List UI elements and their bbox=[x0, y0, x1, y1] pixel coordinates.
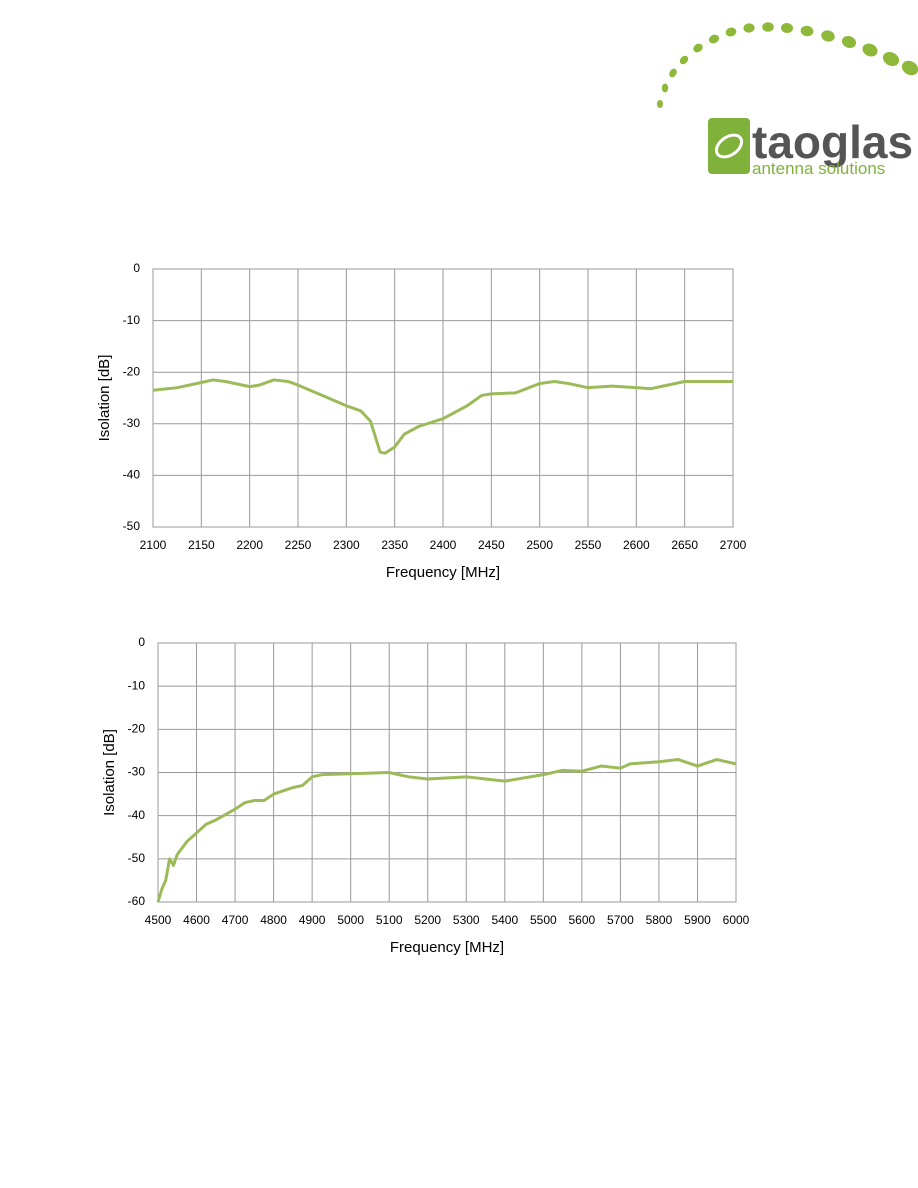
logo-dots bbox=[657, 22, 918, 108]
y-axis-label: Isolation [dB] bbox=[96, 355, 113, 442]
x-tick-label: 5100 bbox=[376, 913, 403, 927]
x-tick-label: 2400 bbox=[430, 538, 457, 552]
x-tick-label: 2100 bbox=[140, 538, 167, 552]
x-tick-label: 5500 bbox=[530, 913, 557, 927]
y-tick-label: -20 bbox=[128, 722, 146, 736]
y-tick-label: -30 bbox=[128, 765, 146, 779]
y-tick-label: -50 bbox=[128, 851, 146, 865]
y-tick-label: 0 bbox=[138, 635, 145, 649]
y-tick-label: 0 bbox=[133, 261, 140, 275]
y-tick-label: -50 bbox=[123, 519, 141, 533]
logo: taoglas antenna solutions bbox=[657, 22, 918, 178]
x-tick-label: 2600 bbox=[623, 538, 650, 552]
x-tick-label: 2150 bbox=[188, 538, 215, 552]
data-line bbox=[152, 378, 733, 455]
y-tick-label: -10 bbox=[128, 678, 146, 692]
x-tick-label: 2300 bbox=[333, 538, 360, 552]
x-tick-label: 2250 bbox=[285, 538, 312, 552]
y-tick-label: -20 bbox=[123, 364, 141, 378]
x-tick-label: 4800 bbox=[260, 913, 287, 927]
x-tick-label: 5000 bbox=[337, 913, 364, 927]
x-tick-label: 5900 bbox=[684, 913, 711, 927]
x-tick-label: 5800 bbox=[646, 913, 673, 927]
x-tick-label: 4600 bbox=[183, 913, 210, 927]
x-tick-label: 4500 bbox=[145, 913, 172, 927]
x-tick-label: 5600 bbox=[569, 913, 596, 927]
y-tick-label: -40 bbox=[128, 808, 146, 822]
x-tick-label: 2550 bbox=[575, 538, 602, 552]
y-tick-label: -30 bbox=[123, 416, 141, 430]
x-tick-label: 5200 bbox=[414, 913, 441, 927]
x-tick-label: 2200 bbox=[236, 538, 263, 552]
x-tick-label: 4900 bbox=[299, 913, 326, 927]
x-tick-label: 2450 bbox=[478, 538, 505, 552]
x-axis-label: Frequency [MHz] bbox=[390, 939, 504, 956]
y-tick-label: -40 bbox=[123, 468, 141, 482]
x-tick-label: 2650 bbox=[671, 538, 698, 552]
x-tick-label: 5700 bbox=[607, 913, 634, 927]
logo-mark bbox=[708, 118, 750, 174]
y-axis-label: Isolation [dB] bbox=[101, 729, 118, 816]
logo-name: taoglas bbox=[752, 116, 913, 168]
y-tick-label: -10 bbox=[123, 313, 141, 327]
x-axis-label: Frequency [MHz] bbox=[386, 564, 500, 581]
logo-tagline: antenna solutions bbox=[752, 159, 885, 178]
x-tick-label: 2700 bbox=[720, 538, 747, 552]
x-tick-label: 5300 bbox=[453, 913, 480, 927]
x-tick-label: 6000 bbox=[723, 913, 750, 927]
x-tick-label: 4700 bbox=[222, 913, 249, 927]
x-tick-label: 5400 bbox=[491, 913, 518, 927]
x-tick-label: 2500 bbox=[526, 538, 553, 552]
data-line bbox=[156, 758, 737, 903]
y-tick-label: -60 bbox=[128, 894, 146, 908]
logo-mark-symbol bbox=[714, 133, 744, 159]
x-tick-label: 2350 bbox=[381, 538, 408, 552]
